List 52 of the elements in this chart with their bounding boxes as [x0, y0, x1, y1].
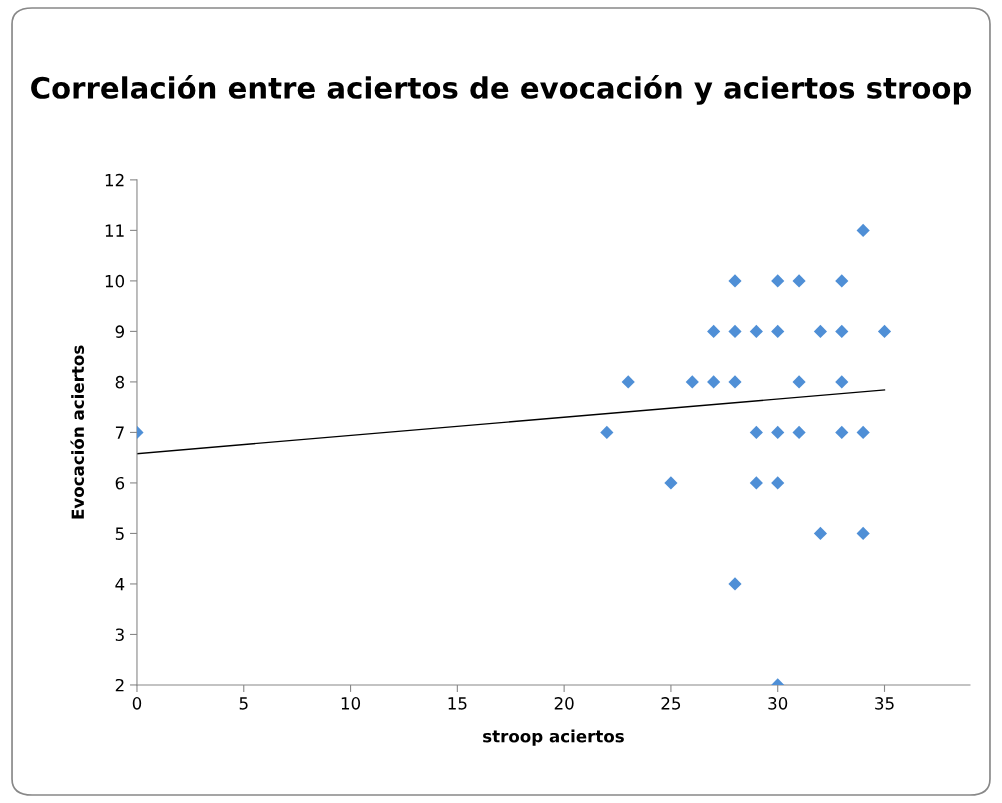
- point: [771, 274, 785, 288]
- point: [792, 375, 806, 389]
- point: [856, 425, 870, 439]
- point: [728, 274, 742, 288]
- point: [621, 375, 635, 389]
- point: [749, 425, 763, 439]
- y-tick-label: 12: [105, 173, 124, 187]
- point: [771, 476, 785, 490]
- point: [835, 425, 849, 439]
- y-tick-label: 7: [115, 426, 124, 439]
- point: [707, 375, 721, 389]
- y-tick-label: 9: [115, 325, 124, 338]
- point: [600, 425, 614, 439]
- point: [835, 375, 849, 389]
- y-tick-label: 10: [105, 274, 125, 288]
- point: [856, 526, 870, 541]
- y-tick-label: 5: [115, 527, 124, 540]
- x-tick-label: 20: [554, 697, 574, 710]
- point: [664, 476, 678, 490]
- point: [792, 274, 806, 288]
- point: [813, 526, 828, 541]
- x-tick-label: 5: [239, 697, 248, 710]
- point: [813, 324, 828, 338]
- point: [749, 324, 763, 338]
- point: [707, 324, 721, 338]
- x-tick-label: 35: [875, 697, 894, 710]
- chart-title: Correlación entre aciertos de evocación y aciertos stroop: [31, 75, 972, 105]
- point: [728, 324, 742, 338]
- point: [749, 476, 763, 490]
- x-axis-title: stroop aciertos: [483, 729, 624, 746]
- point: [685, 375, 699, 389]
- point: [792, 425, 806, 439]
- y-axis-title: Evocación aciertos: [70, 345, 85, 519]
- point: [771, 324, 785, 338]
- point: [835, 324, 849, 338]
- x-tick-label: 0: [132, 697, 142, 710]
- x-tick-label: 30: [768, 697, 788, 710]
- point: [877, 324, 892, 338]
- x-tick-label: 25: [661, 697, 681, 710]
- y-tick-label: 8: [115, 375, 125, 389]
- y-tick-label: 3: [115, 628, 124, 642]
- point: [728, 577, 742, 591]
- point: [771, 425, 785, 439]
- point: [835, 274, 849, 288]
- y-tick-label: 11: [105, 224, 124, 237]
- x-tick-label: 15: [448, 697, 467, 710]
- point: [856, 223, 870, 237]
- y-tick-label: 6: [115, 476, 125, 490]
- y-tick-label: 2: [115, 678, 124, 692]
- x-tick-label: 10: [341, 697, 361, 710]
- point: [728, 375, 742, 389]
- y-tick-label: 4: [115, 578, 125, 591]
